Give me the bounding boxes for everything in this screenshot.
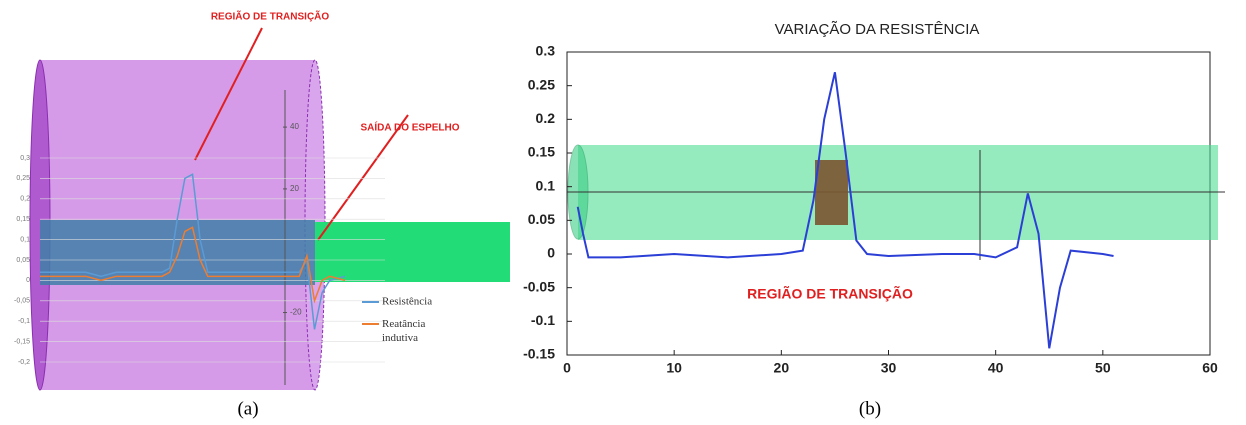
legend-label: Resistência [382,296,432,308]
y-tick-label: 0.1 [536,177,556,193]
chart-title: VARIAÇÃO DA RESISTÊNCIA [775,21,980,38]
y-tick-label: -0,1 [18,318,30,325]
y2-tick-label: 20 [290,184,299,193]
green-cylinder [567,144,1225,260]
x-tick-label: 20 [774,360,790,376]
green-tube [315,222,510,282]
y-tick-label: 0,2 [20,196,30,203]
y-tick-label: -0,2 [18,359,30,366]
arrow [194,27,263,161]
y-tick-label: 0,3 [20,155,30,162]
y-tick-label: -0,15 [14,338,30,345]
y-tick-label: 0,1 [20,236,30,243]
y-tick-label: 0.3 [536,43,556,59]
arrow [317,114,409,241]
data-line [576,71,1114,349]
brown-block [815,160,848,225]
y-tick-label: 0.15 [528,144,555,160]
y-tick-label: 0,05 [16,257,30,264]
annotation: REGIÃO DE TRANSIÇÃO [747,285,913,302]
annotation: SAÍDA DO ESPELHO [360,121,459,134]
x-tick-label: 30 [881,360,897,376]
x-tick-label: 50 [1095,360,1111,376]
y-tick-label: 0.2 [536,110,556,126]
y2-tick-label: -20 [290,308,302,317]
data-line [40,173,346,330]
y2-tick-label: 40 [290,122,299,131]
annotation: REGIÃO DE TRANSIÇÃO [211,10,330,23]
x-tick-label: 40 [988,360,1004,376]
blue-core [40,220,315,285]
y-tick-label: -0,05 [14,298,30,305]
x-tick-label: 0 [563,360,571,376]
y-tick-label: -0.15 [523,346,555,362]
y-tick-label: 0.25 [528,76,555,92]
y-tick-label: 0 [547,245,555,261]
y-tick-label: -0.05 [523,278,555,294]
caption: (a) [237,398,258,419]
y-tick-label: 0 [26,277,30,284]
y-tick-label: -0.1 [531,312,555,328]
legend-label: Reatância indutiva [382,318,425,344]
caption: (b) [859,398,881,419]
y-tick-label: 0,15 [16,216,30,223]
x-tick-label: 10 [666,360,682,376]
y-tick-label: 0.05 [528,211,555,227]
data-line [40,226,346,304]
x-tick-label: 60 [1202,360,1218,376]
y-tick-label: 0,25 [16,175,30,182]
